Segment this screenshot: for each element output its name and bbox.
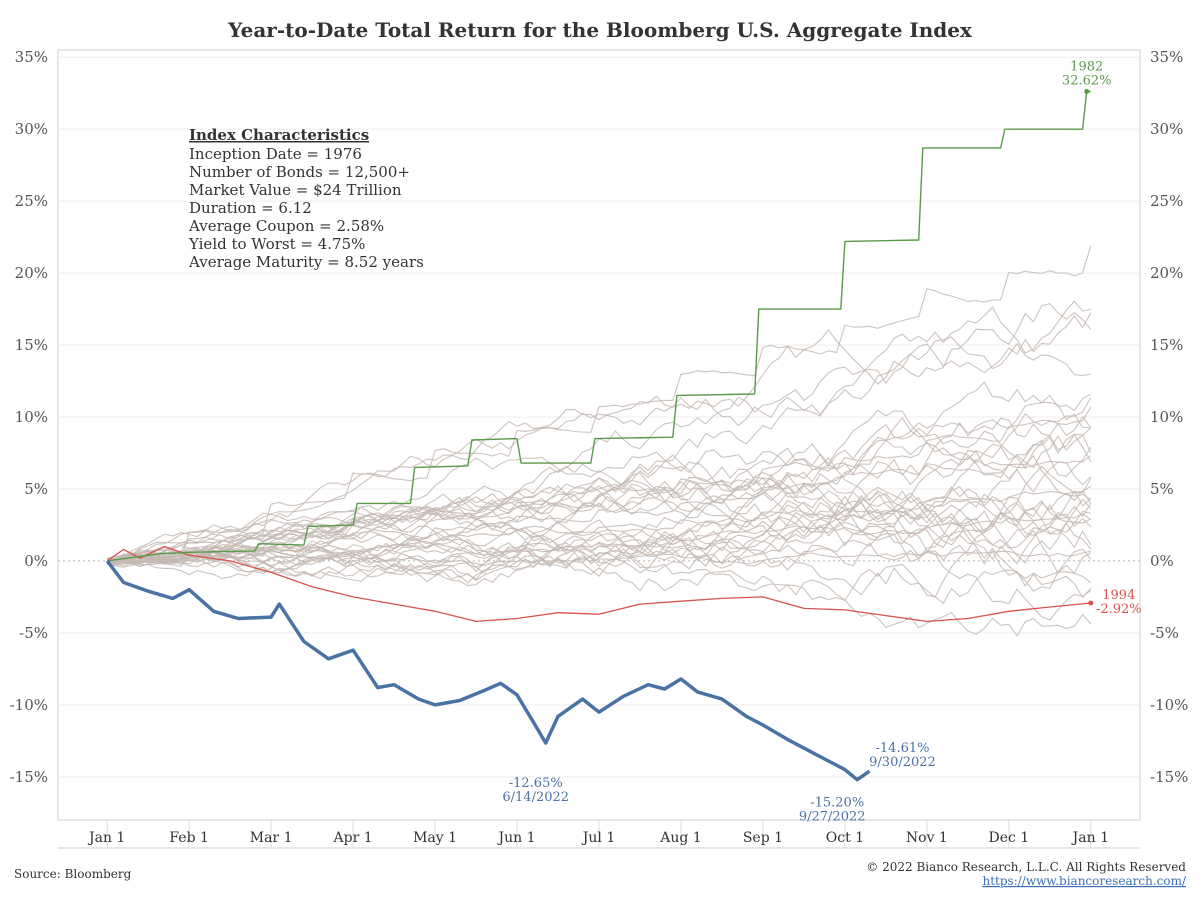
y-tick-label: -5%	[1150, 624, 1179, 642]
annotation-label: 9/30/2022	[869, 755, 936, 770]
series-line-other-year	[107, 504, 1092, 572]
y-tick-label: 10%	[15, 408, 48, 426]
series-line-other-year	[107, 427, 1092, 560]
y-tick-label: 20%	[1150, 264, 1183, 282]
series-line-other-year	[107, 417, 1092, 564]
x-tick-label: Jun 1	[497, 830, 536, 846]
series-line-other-year	[107, 501, 1092, 580]
point-1982-end	[1084, 88, 1090, 94]
highlighted-series	[105, 88, 1094, 782]
y-tick-label: 0%	[24, 552, 48, 570]
annotation-label: 1994	[1102, 588, 1135, 603]
series-line-other-year	[107, 381, 1091, 562]
series-line-other-year	[107, 302, 1092, 560]
y-axis-right: 35% 30% 25% 20% 15% 10% 5% 0% -5% -10% -15%	[1150, 48, 1188, 786]
y-tick-label: 35%	[15, 48, 48, 66]
x-tick-label: Jan 1	[1071, 830, 1109, 846]
characteristic-line: Average Maturity = 8.52 years	[188, 253, 424, 271]
annotation-label: 9/27/2022	[799, 810, 866, 825]
series-line-other-year	[107, 533, 1092, 584]
characteristic-line: Duration = 6.12	[189, 199, 312, 217]
series-line-other-year	[107, 496, 1092, 566]
annotation-label: 1982	[1070, 59, 1103, 74]
y-tick-label: -15%	[1150, 768, 1188, 786]
series-line-other-year	[107, 458, 1092, 561]
characteristic-line: Market Value = $24 Trillion	[189, 181, 402, 199]
x-tick-label: Nov 1	[906, 830, 948, 846]
x-tick-label: Apr 1	[333, 830, 373, 846]
series-line-other-year	[107, 433, 1092, 564]
x-tick-label: May 1	[413, 830, 457, 846]
annotation-label: -14.61%	[876, 741, 930, 756]
point-1994-end	[1088, 600, 1094, 606]
y-tick-label: 10%	[1150, 408, 1183, 426]
series-line-other-year	[107, 485, 1092, 564]
annotation-label: -15.20%	[810, 796, 864, 811]
other-years-series	[106, 245, 1092, 637]
series-line-other-year	[107, 415, 1092, 561]
series-line-other-year	[107, 245, 1092, 565]
x-tick-label: Jul 1	[581, 830, 615, 846]
characteristics-heading: Index Characteristics	[189, 126, 369, 144]
series-line-other-year	[107, 393, 1092, 568]
y-tick-label: 15%	[15, 336, 48, 354]
y-tick-label: 30%	[15, 120, 48, 138]
x-tick-label: Feb 1	[169, 830, 209, 846]
source-note: Source: Bloomberg	[14, 867, 132, 881]
annotation-label: 32.62%	[1062, 73, 1112, 88]
series-line-1982	[107, 90, 1091, 562]
chart-title: Year-to-Date Total Return for the Bloomb…	[227, 18, 973, 42]
x-tick-label: Jan 1	[87, 830, 125, 846]
y-tick-label: 0%	[1150, 552, 1174, 570]
y-tick-label: -10%	[10, 696, 48, 714]
gridlines	[58, 56, 1140, 778]
x-tick-label: Oct 1	[826, 830, 864, 846]
x-tick-label: Mar 1	[250, 830, 293, 846]
characteristic-line: Yield to Worst = 4.75%	[188, 235, 365, 253]
characteristic-line: Average Coupon = 2.58%	[188, 217, 384, 235]
y-tick-label: 20%	[15, 264, 48, 282]
y-tick-label: -10%	[1150, 696, 1188, 714]
index-characteristics: Index Characteristics Inception Date = 1…	[188, 126, 424, 271]
series-line-other-year	[106, 300, 1091, 562]
characteristic-line: Inception Date = 1976	[189, 145, 362, 163]
annotation-label: 6/14/2022	[502, 790, 569, 805]
x-axis: Jan 1 Feb 1 Mar 1 Apr 1 May 1 Jun 1 Jul 1 Aug 1…	[87, 820, 1109, 848]
x-tick-label: Dec 1	[988, 830, 1029, 846]
y-tick-label: -5%	[19, 624, 48, 642]
series-line-other-year	[107, 449, 1092, 563]
series-line-2022	[105, 559, 871, 782]
x-tick-label: Sep 1	[743, 830, 783, 846]
y-tick-label: 25%	[15, 192, 48, 210]
y-tick-label: 5%	[24, 480, 48, 498]
series-line-other-year	[107, 511, 1092, 575]
annotation-label: -2.92%	[1096, 602, 1142, 617]
y-tick-label: 5%	[1150, 480, 1174, 498]
series-line-1994	[106, 545, 1091, 623]
annotation-label: -12.65%	[509, 776, 563, 791]
y-tick-label: 35%	[1150, 48, 1183, 66]
x-tick-label: Aug 1	[659, 830, 701, 846]
y-tick-label: 15%	[1150, 336, 1183, 354]
website-link[interactable]: https://www.biancoresearch.com/	[982, 874, 1186, 888]
y-axis-left: 35% 30% 25% 20% 15% 10% 5% 0% -5% -10% -15%	[10, 48, 48, 786]
y-tick-label: 30%	[1150, 120, 1183, 138]
characteristic-line: Number of Bonds = 12,500+	[189, 163, 410, 181]
y-tick-label: -15%	[10, 768, 48, 786]
copyright: © 2022 Bianco Research, L.L.C. All Right…	[866, 860, 1186, 874]
y-tick-label: 25%	[1150, 192, 1183, 210]
